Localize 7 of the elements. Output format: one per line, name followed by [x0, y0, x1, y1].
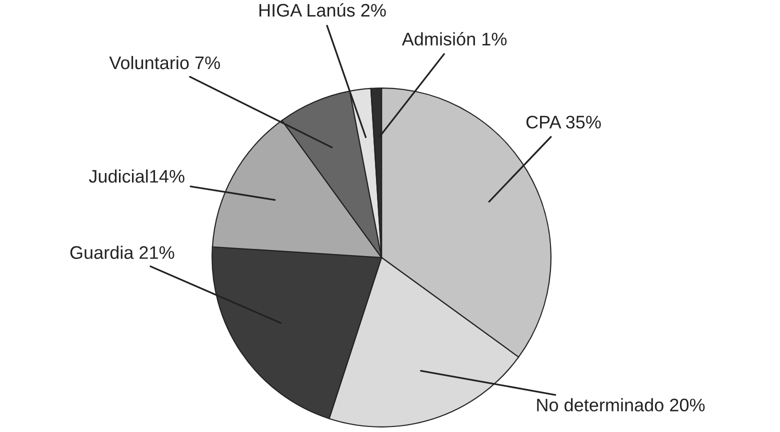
- slice-label: HIGA Lanús 2%: [259, 3, 386, 17]
- slice-label: Guardia 21%: [70, 246, 174, 259]
- slice-label: Admisión 1%: [402, 32, 507, 46]
- slice-label: Judicial14%: [88, 169, 184, 183]
- slice-label: CPA 35%: [526, 116, 601, 129]
- slice-label: Voluntario 7%: [109, 56, 220, 70]
- slice-label: No determinado 20%: [537, 398, 705, 412]
